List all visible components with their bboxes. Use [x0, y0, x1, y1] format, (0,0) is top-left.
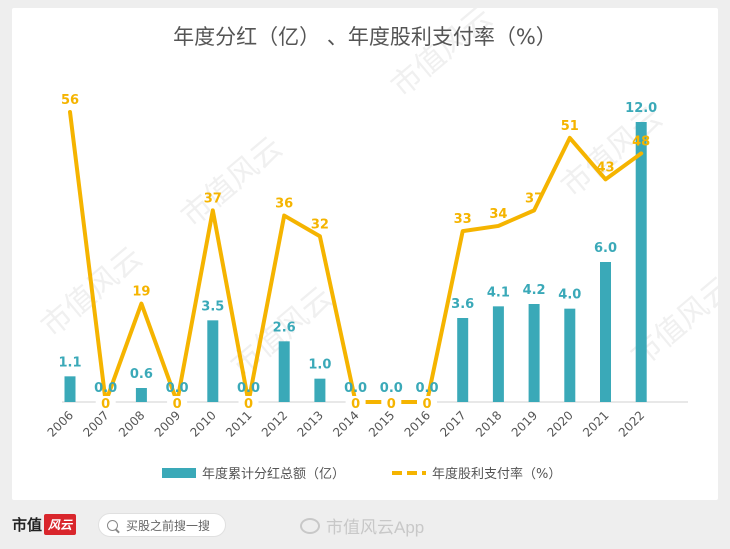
bar-label-2015: 0.0 — [380, 381, 403, 396]
x-tick-2014: 2014 — [330, 408, 361, 439]
line-label-2007: 0 — [101, 397, 110, 412]
bar-label-2019: 4.2 — [523, 283, 546, 298]
search-icon — [107, 519, 118, 531]
line-label-2015: 0 — [387, 397, 396, 412]
bar-label-2017: 3.6 — [451, 297, 474, 312]
x-tick-2007: 2007 — [80, 408, 111, 439]
line-label-2016: 0 — [422, 397, 431, 412]
payout-ratio-line — [68, 110, 644, 404]
x-tick-2015: 2015 — [366, 408, 397, 439]
x-tick-2019: 2019 — [509, 408, 540, 439]
bar-2021 — [600, 262, 611, 402]
legend-bar-label: 年度累计分红总额（亿） — [202, 466, 345, 482]
line-label-2012: 36 — [275, 197, 293, 212]
bar-label-2022: 12.0 — [625, 101, 657, 116]
bar-label-2013: 1.0 — [308, 358, 331, 373]
brand-logo: 风云 — [44, 514, 77, 535]
app-watermark-text: 市值风云App — [326, 518, 425, 537]
legend-bar-swatch — [162, 468, 196, 478]
x-tick-2008: 2008 — [116, 408, 147, 439]
x-tick-2013: 2013 — [295, 408, 326, 439]
line-label-2018: 34 — [489, 207, 507, 222]
line-label-2011: 0 — [244, 397, 253, 412]
line-label-bg-2014 — [345, 396, 366, 411]
bar-2020 — [564, 308, 576, 402]
x-tick-2018: 2018 — [473, 408, 504, 439]
brand: 市值 风云 — [12, 514, 77, 535]
line-label-2019: 37 — [525, 191, 543, 206]
bar-label-2021: 6.0 — [594, 241, 617, 256]
line-label-2021: 43 — [596, 160, 614, 175]
data-labels: 1.1 0.0 0.6 0.0 3.5 0.0 2.6 1.0 0.0 0.0 0.0 3.6 4.1 4… — [58, 93, 657, 412]
x-tick-2017: 2017 — [437, 408, 468, 439]
line-label-2020: 51 — [561, 119, 579, 134]
bar-2008 — [135, 388, 147, 402]
bar-label-2018: 4.1 — [487, 285, 510, 300]
bar-2006 — [64, 376, 76, 402]
bar-2019 — [528, 304, 540, 402]
line-label-2010: 37 — [204, 191, 222, 206]
bar-label-2012: 2.6 — [273, 320, 296, 335]
x-tick-2022: 2022 — [616, 408, 647, 439]
watermark-text: 市值风云 — [175, 130, 289, 234]
bar-2012 — [278, 341, 290, 402]
bar-label-2011: 0.0 — [237, 381, 260, 396]
line-label-2009: 0 — [173, 397, 182, 412]
line-label-2006: 56 — [61, 93, 79, 108]
line-series — [68, 110, 644, 404]
bar-label-2009: 0.0 — [166, 381, 189, 396]
line-label-bg-2015 — [381, 396, 402, 411]
bar-label-2020: 4.0 — [558, 288, 581, 303]
line-label-2022: 48 — [632, 134, 650, 149]
line-label-2014: 0 — [351, 397, 360, 412]
line-label-bg-2016 — [417, 396, 437, 411]
line-label-2017: 33 — [454, 212, 472, 227]
app-watermark: 市值风云App — [300, 513, 424, 538]
legend-line-label: 年度股利支付率（%） — [432, 466, 561, 482]
footer-bar: 市值 风云 买股之前搜一搜 市值风云App — [0, 505, 730, 549]
bar-label-2006: 1.1 — [58, 355, 81, 370]
chart-card: 市值风云 市值风云 市值风云 市值风云 市值风云 市值风云 年度分红（亿） 、年度股利支付… — [12, 0, 730, 500]
watermark-text: 市值风云 — [385, 8, 499, 104]
line-label-2008: 19 — [132, 285, 150, 300]
line-label-bg-2009 — [167, 396, 188, 411]
bar-label-2014: 0.0 — [344, 381, 367, 396]
line-label-bg-2007 — [95, 396, 116, 411]
line-label-2013: 32 — [311, 217, 329, 232]
line-label-bg-2011 — [238, 396, 259, 411]
x-tick-2012: 2012 — [259, 408, 290, 439]
chart-title: 年度分红（亿） 、年度股利支付率（%） — [173, 25, 557, 49]
x-tick-2006: 2006 — [45, 408, 76, 439]
legend: 年度累计分红总额（亿） 年度股利支付率（%） — [162, 466, 561, 482]
x-tick-2021: 2021 — [580, 408, 611, 439]
x-tick-2011: 2011 — [223, 408, 254, 439]
bar-2010 — [207, 320, 219, 402]
bar-label-2007: 0.0 — [94, 381, 117, 396]
bar-2018 — [492, 306, 504, 402]
x-tick-2009: 2009 — [152, 408, 183, 439]
bar-2017 — [457, 318, 469, 402]
x-tick-2016: 2016 — [402, 408, 433, 439]
search-placeholder: 买股之前搜一搜 — [126, 518, 211, 533]
bar-label-2008: 0.6 — [130, 367, 153, 382]
weibo-icon — [300, 517, 320, 534]
search-box[interactable]: 买股之前搜一搜 — [98, 513, 226, 537]
brand-text: 市值 — [12, 516, 43, 534]
x-tick-labels: 2006 2007 2008 2009 2010 2011 2012 2013 2014 2015… — [45, 408, 648, 439]
x-tick-2020: 2020 — [544, 408, 575, 439]
bar-2022 — [635, 122, 647, 402]
bar-series — [64, 122, 647, 402]
bar-label-2010: 3.5 — [201, 299, 224, 314]
bar-label-2016: 0.0 — [415, 381, 438, 396]
bar-2013 — [314, 378, 326, 402]
x-tick-2010: 2010 — [187, 408, 218, 439]
